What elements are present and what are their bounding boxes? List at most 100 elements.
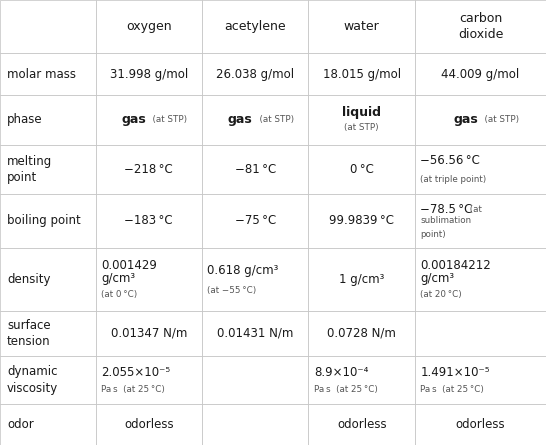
Text: 8.9×10⁻⁴: 8.9×10⁻⁴ xyxy=(314,366,369,379)
Text: 44.009 g/mol: 44.009 g/mol xyxy=(441,68,520,81)
Text: gas: gas xyxy=(453,113,478,126)
Bar xyxy=(96,247,202,311)
Text: 0.618 g/cm³: 0.618 g/cm³ xyxy=(207,264,279,277)
Text: −81 °C: −81 °C xyxy=(235,163,276,176)
Bar xyxy=(308,0,415,53)
Bar xyxy=(308,247,415,311)
Text: phase: phase xyxy=(7,113,43,126)
Bar xyxy=(0,95,96,145)
Text: (at STP): (at STP) xyxy=(479,115,519,124)
Bar xyxy=(202,311,308,356)
Bar xyxy=(415,0,546,53)
Text: odorless: odorless xyxy=(337,418,387,431)
Bar xyxy=(415,53,546,95)
Text: 0 °C: 0 °C xyxy=(350,163,373,176)
Text: 0.001429: 0.001429 xyxy=(101,259,157,272)
Text: Pa s  (at 25 °C): Pa s (at 25 °C) xyxy=(420,385,484,394)
Bar xyxy=(202,247,308,311)
Text: Pa s  (at 25 °C): Pa s (at 25 °C) xyxy=(314,385,378,394)
Text: 1.491×10⁻⁵: 1.491×10⁻⁵ xyxy=(420,366,490,379)
Text: (at 0 °C): (at 0 °C) xyxy=(101,290,137,299)
Text: sublimation: sublimation xyxy=(420,216,472,226)
Bar xyxy=(415,95,546,145)
Bar xyxy=(0,247,96,311)
Text: oxygen: oxygen xyxy=(126,20,171,33)
Text: melting
point: melting point xyxy=(7,155,52,184)
Text: −183 °C: −183 °C xyxy=(124,214,173,227)
Bar xyxy=(308,145,415,194)
Text: 99.9839 °C: 99.9839 °C xyxy=(329,214,394,227)
Text: −75 °C: −75 °C xyxy=(235,214,276,227)
Text: 0.00184212: 0.00184212 xyxy=(420,259,491,272)
Text: −218 °C: −218 °C xyxy=(124,163,173,176)
Text: 18.015 g/mol: 18.015 g/mol xyxy=(323,68,401,81)
Text: Pa s  (at 25 °C): Pa s (at 25 °C) xyxy=(101,385,165,394)
Bar xyxy=(415,356,546,405)
Bar xyxy=(202,405,308,445)
Text: 1 g/cm³: 1 g/cm³ xyxy=(339,273,384,286)
Bar xyxy=(96,194,202,247)
Bar xyxy=(308,53,415,95)
Bar xyxy=(415,194,546,247)
Text: 0.01347 N/m: 0.01347 N/m xyxy=(111,327,187,340)
Bar xyxy=(96,311,202,356)
Text: (at STP): (at STP) xyxy=(345,123,379,132)
Bar xyxy=(96,405,202,445)
Text: carbon
dioxide: carbon dioxide xyxy=(458,12,503,41)
Text: −78.5 °C: −78.5 °C xyxy=(420,203,473,216)
Text: −56.56 °C: −56.56 °C xyxy=(420,154,480,167)
Text: odorless: odorless xyxy=(456,418,505,431)
Bar xyxy=(96,356,202,405)
Bar xyxy=(415,311,546,356)
Text: 0.01431 N/m: 0.01431 N/m xyxy=(217,327,293,340)
Text: dynamic
viscosity: dynamic viscosity xyxy=(7,365,58,395)
Bar xyxy=(0,311,96,356)
Bar xyxy=(0,405,96,445)
Bar xyxy=(96,145,202,194)
Text: (at: (at xyxy=(467,205,482,214)
Bar xyxy=(96,53,202,95)
Bar xyxy=(202,95,308,145)
Bar xyxy=(0,145,96,194)
Text: 0.0728 N/m: 0.0728 N/m xyxy=(327,327,396,340)
Bar xyxy=(415,247,546,311)
Text: g/cm³: g/cm³ xyxy=(101,271,135,284)
Text: molar mass: molar mass xyxy=(7,68,76,81)
Text: (at STP): (at STP) xyxy=(147,115,187,124)
Bar xyxy=(202,0,308,53)
Bar xyxy=(96,95,202,145)
Bar xyxy=(415,145,546,194)
Text: (at 20 °C): (at 20 °C) xyxy=(420,290,462,299)
Text: liquid: liquid xyxy=(342,106,381,119)
Bar xyxy=(0,0,96,53)
Bar xyxy=(0,194,96,247)
Bar xyxy=(202,194,308,247)
Bar xyxy=(308,356,415,405)
Text: 2.055×10⁻⁵: 2.055×10⁻⁵ xyxy=(101,366,170,379)
Text: density: density xyxy=(7,273,51,286)
Text: 31.998 g/mol: 31.998 g/mol xyxy=(110,68,188,81)
Text: gas: gas xyxy=(228,113,252,126)
Bar xyxy=(202,356,308,405)
Bar xyxy=(415,405,546,445)
Text: surface
tension: surface tension xyxy=(7,319,51,348)
Bar xyxy=(96,0,202,53)
Bar xyxy=(0,356,96,405)
Text: g/cm³: g/cm³ xyxy=(420,271,454,284)
Text: point): point) xyxy=(420,230,446,239)
Bar xyxy=(202,53,308,95)
Bar xyxy=(0,53,96,95)
Text: gas: gas xyxy=(121,113,146,126)
Text: odor: odor xyxy=(7,418,34,431)
Bar xyxy=(308,311,415,356)
Text: boiling point: boiling point xyxy=(7,214,81,227)
Bar xyxy=(308,405,415,445)
Text: acetylene: acetylene xyxy=(224,20,286,33)
Text: (at STP): (at STP) xyxy=(253,115,294,124)
Bar xyxy=(308,95,415,145)
Text: (at −55 °C): (at −55 °C) xyxy=(207,286,257,295)
Bar xyxy=(308,194,415,247)
Text: water: water xyxy=(344,20,379,33)
Text: odorless: odorless xyxy=(124,418,174,431)
Text: (at triple point): (at triple point) xyxy=(420,175,486,184)
